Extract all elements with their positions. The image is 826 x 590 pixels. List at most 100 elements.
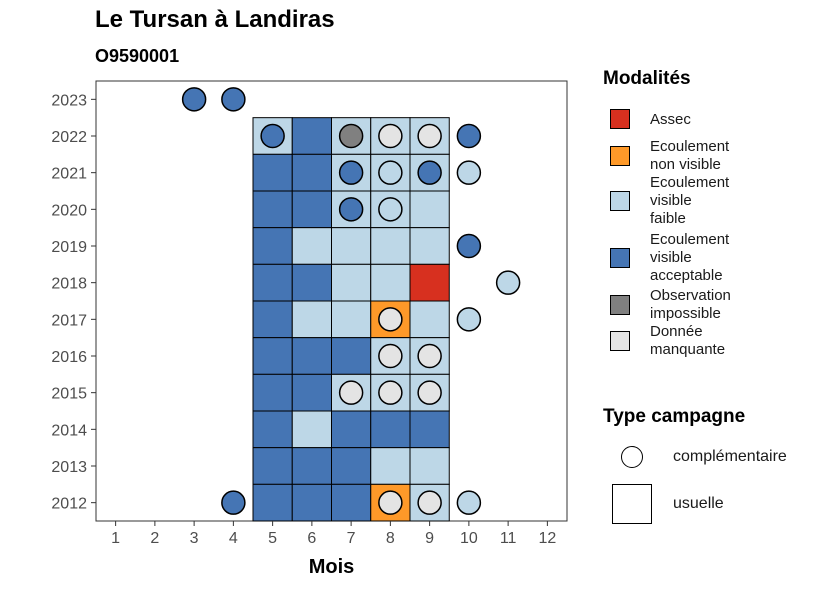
tile-usuelle bbox=[291, 447, 332, 485]
tile-usuelle bbox=[409, 190, 450, 229]
legend-label-usuelle: usuelle bbox=[673, 495, 724, 512]
tile-usuelle bbox=[409, 300, 450, 339]
point-complementaire bbox=[456, 160, 482, 185]
y-tick-label: 2013 bbox=[51, 459, 87, 476]
y-tick-label: 2014 bbox=[51, 422, 87, 439]
y-tick-label: 2015 bbox=[51, 386, 87, 403]
legend-label-ecoulement-visible-faible: Ecoulement visible faible bbox=[650, 174, 730, 227]
point-complementaire bbox=[338, 123, 364, 149]
point-complementaire bbox=[378, 160, 403, 185]
x-tick-label: 5 bbox=[268, 530, 277, 547]
x-tick-label: 9 bbox=[425, 530, 434, 547]
point-complementaire bbox=[456, 490, 482, 515]
x-tick-label: 7 bbox=[347, 530, 356, 547]
tile-usuelle bbox=[370, 263, 411, 302]
point-complementaire bbox=[417, 123, 442, 149]
legend-key-assec bbox=[610, 109, 630, 129]
x-tick-label: 11 bbox=[500, 530, 517, 547]
tile-usuelle bbox=[291, 227, 332, 265]
point-complementaire bbox=[417, 343, 442, 369]
x-tick-label: 4 bbox=[229, 530, 238, 547]
y-tick-label: 2021 bbox=[51, 166, 87, 183]
point-complementaire bbox=[181, 87, 207, 112]
point-complementaire bbox=[456, 123, 482, 149]
tile-usuelle bbox=[291, 190, 332, 229]
tile-usuelle bbox=[252, 447, 293, 485]
x-tick-label: 3 bbox=[190, 530, 199, 547]
legend-label-donnee-manquante: Donnée manquante bbox=[650, 323, 726, 358]
point-complementaire bbox=[456, 233, 482, 259]
legend-label-observation-impossible: Observation impossible bbox=[650, 287, 731, 322]
x-tick-label: 2 bbox=[150, 530, 159, 547]
tile-usuelle bbox=[291, 263, 332, 302]
y-tick-label: 2016 bbox=[51, 349, 87, 366]
point-complementaire bbox=[495, 270, 521, 295]
y-tick-label: 2023 bbox=[51, 92, 87, 109]
legend-modalites-title: Modalités bbox=[603, 68, 691, 89]
x-tick-label: 1 bbox=[111, 530, 120, 547]
point-complementaire bbox=[456, 307, 482, 332]
legend-key-observation-impossible bbox=[610, 295, 630, 315]
tile-usuelle bbox=[370, 410, 411, 449]
tile-usuelle bbox=[291, 153, 332, 192]
legend-label-ecoulement-non-visible: Ecoulement non visible bbox=[650, 138, 730, 173]
point-complementaire bbox=[378, 123, 403, 149]
tile-usuelle bbox=[252, 373, 293, 412]
chart-subtitle: O9590001 bbox=[95, 46, 180, 66]
tile-usuelle bbox=[252, 410, 293, 449]
x-tick-label: 8 bbox=[386, 530, 395, 547]
tile-usuelle bbox=[252, 300, 293, 339]
tile-usuelle bbox=[252, 153, 293, 192]
legend-key-donnee-manquante bbox=[610, 331, 630, 351]
tile-usuelle bbox=[252, 263, 293, 302]
point-complementaire bbox=[260, 123, 285, 149]
y-tick-label: 2017 bbox=[51, 312, 87, 329]
tile-usuelle bbox=[331, 263, 372, 302]
tile-usuelle bbox=[252, 337, 293, 375]
point-complementaire bbox=[338, 380, 364, 405]
tile-usuelle bbox=[331, 300, 372, 339]
x-axis-title: Mois bbox=[309, 556, 355, 578]
point-complementaire bbox=[417, 380, 442, 405]
tile-usuelle bbox=[409, 227, 450, 265]
tile-usuelle bbox=[252, 227, 293, 265]
point-complementaire bbox=[378, 380, 403, 405]
tile-usuelle bbox=[331, 483, 372, 522]
point-complementaire bbox=[221, 490, 246, 515]
point-complementaire bbox=[417, 160, 442, 185]
y-tick-label: 2018 bbox=[51, 276, 87, 293]
point-complementaire bbox=[338, 160, 364, 185]
x-tick-label: 10 bbox=[460, 530, 478, 547]
y-tick-label: 2022 bbox=[51, 129, 87, 146]
tile-usuelle bbox=[291, 410, 332, 449]
point-complementaire bbox=[378, 307, 403, 332]
tile-usuelle bbox=[409, 447, 450, 485]
legend-key-complementaire bbox=[621, 446, 643, 468]
tile-usuelle bbox=[291, 373, 332, 412]
point-complementaire bbox=[221, 87, 246, 112]
tile-usuelle bbox=[331, 447, 372, 485]
tile-usuelle bbox=[252, 483, 293, 522]
point-complementaire bbox=[378, 343, 403, 369]
legend-key-ecoulement-visible-faible bbox=[610, 191, 630, 211]
point-complementaire bbox=[378, 490, 403, 515]
legend-key-usuelle bbox=[612, 484, 652, 524]
legend-label-ecoulement-visible-acceptable: Ecoulement visible acceptable bbox=[650, 231, 730, 284]
x-tick-label: 12 bbox=[538, 530, 556, 547]
tile-usuelle bbox=[370, 447, 411, 485]
tile-usuelle bbox=[331, 227, 372, 265]
tile-usuelle bbox=[291, 483, 332, 522]
y-tick-label: 2020 bbox=[51, 202, 87, 219]
tile-usuelle bbox=[331, 410, 372, 449]
y-tick-label: 2019 bbox=[51, 239, 87, 256]
tile-usuelle bbox=[291, 337, 332, 375]
tile-usuelle bbox=[331, 337, 372, 375]
point-complementaire bbox=[378, 197, 403, 222]
point-complementaire bbox=[417, 490, 442, 515]
legend-key-ecoulement-visible-acceptable bbox=[610, 248, 630, 268]
tile-usuelle bbox=[409, 410, 450, 449]
x-tick-label: 6 bbox=[307, 530, 316, 547]
point-complementaire bbox=[338, 197, 364, 222]
tile-usuelle bbox=[291, 300, 332, 339]
